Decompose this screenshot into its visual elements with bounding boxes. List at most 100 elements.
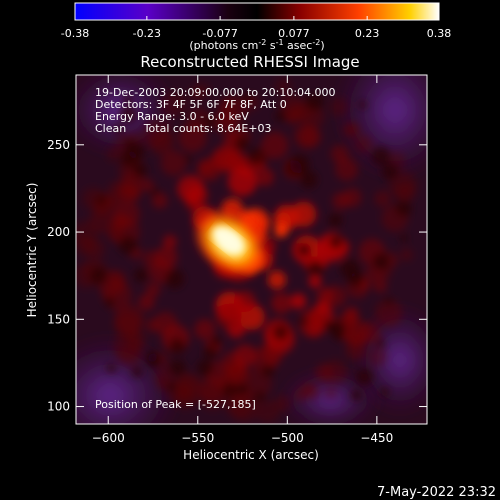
x-tick-label: −450 <box>360 431 393 445</box>
emission-hole <box>127 142 146 160</box>
emission-hole <box>196 359 214 377</box>
emission-hole <box>323 320 335 331</box>
emission-hole <box>372 252 391 271</box>
emission-blob <box>160 150 187 176</box>
emission-blob <box>227 166 258 196</box>
emission-blob <box>299 103 325 130</box>
emission-hole <box>118 235 138 255</box>
annotation-energy-range: Energy Range: 3.0 - 6.0 keV <box>95 110 249 123</box>
annotation-detectors: Detectors: 3F 4F 5F 6F 7F 8F, Att 0 <box>95 98 287 111</box>
emission-blob <box>267 270 286 289</box>
colorbar-tick-label: -0.077 <box>202 27 237 40</box>
emission-blob <box>274 223 289 238</box>
emission-blob <box>332 192 350 210</box>
emission-blob <box>106 147 122 162</box>
emission-hole <box>333 331 344 341</box>
emission-hole <box>305 92 324 111</box>
emission-hole <box>184 154 193 163</box>
emission-blob <box>316 287 334 305</box>
emission-hole <box>274 110 287 122</box>
colorbar-ticks <box>74 16 440 20</box>
emission-blob <box>354 134 373 153</box>
plot-title: Reconstructed RHESSI Image <box>140 53 359 71</box>
emission-blob <box>152 192 168 209</box>
emission-blob <box>234 344 257 367</box>
emission-hole <box>169 359 186 377</box>
emission-hole <box>347 271 365 288</box>
emission-blob <box>372 278 388 293</box>
emission-hole <box>381 163 399 180</box>
emission-blob <box>138 293 155 311</box>
emission-blob <box>160 91 187 118</box>
emission-hole <box>113 123 125 135</box>
emission-blob <box>374 299 403 327</box>
emission-blob <box>194 319 215 340</box>
emission-hole <box>241 92 252 103</box>
emission-hole <box>384 297 393 306</box>
emission-blob <box>273 394 291 412</box>
emission-blob <box>293 123 318 148</box>
annotation-peak-position: Position of Peak = [-527,185] <box>95 398 256 411</box>
emission-hole <box>122 94 133 105</box>
emission-hole <box>203 114 217 128</box>
emission-blob <box>290 293 307 309</box>
emission-blob <box>146 282 161 297</box>
y-tick-label: 100 <box>47 400 70 414</box>
emission-blob <box>117 342 142 367</box>
emission-blob <box>261 342 284 365</box>
emission-hole <box>358 100 367 109</box>
emission-blob <box>255 400 280 424</box>
y-axis-label: Heliocentric Y (arcsec) <box>25 183 39 318</box>
emission-hole <box>150 187 160 197</box>
emission-hole <box>296 242 311 258</box>
emission-blob <box>290 201 317 227</box>
annotation-time-range: 19-Dec-2003 20:09:00.000 to 20:10:04.000 <box>95 86 336 99</box>
emission-blob <box>222 100 236 115</box>
colorbar-tick-label: 0.23 <box>355 27 380 40</box>
y-tick-label: 150 <box>47 312 70 326</box>
emission-blob <box>374 190 391 207</box>
emission-hole <box>89 266 108 285</box>
emission-blob <box>234 290 256 313</box>
x-axis-label: Heliocentric X (arcsec) <box>183 448 319 462</box>
colorbar-tick-labels: -0.38 -0.23 -0.077 0.077 0.23 0.38 <box>61 27 451 40</box>
x-tick-label: −550 <box>181 431 214 445</box>
emission-blob <box>279 94 303 118</box>
emission-blob <box>389 171 417 200</box>
emission-hole <box>298 316 308 327</box>
emission-blob <box>214 111 237 135</box>
emission-blob <box>141 179 154 192</box>
emission-hole <box>355 368 373 386</box>
x-tick-label: −600 <box>92 431 125 445</box>
emission-blob <box>324 386 338 399</box>
emission-hole <box>254 390 266 403</box>
emission-blob <box>329 97 349 117</box>
emission-blob <box>163 234 177 249</box>
purple-region-top-right <box>335 75 427 180</box>
emission-blob <box>108 181 126 199</box>
emission-hole <box>300 170 318 189</box>
emission-hole <box>210 335 222 347</box>
emission-hole <box>133 163 148 178</box>
colorbar: -0.38 -0.23 -0.077 0.077 0.23 0.38 (photons c… <box>61 2 451 52</box>
emission-blob <box>335 157 359 181</box>
emission-blob <box>271 292 292 314</box>
emission-hole <box>119 105 138 124</box>
emission-hole <box>234 135 250 151</box>
emission-blob <box>198 158 222 182</box>
emission-blob <box>367 347 387 367</box>
emission-blob <box>230 152 247 169</box>
colorbar-tick-label: -0.38 <box>61 27 89 40</box>
emission-blob <box>330 144 349 163</box>
emission-hole <box>104 296 116 308</box>
emission-blob <box>186 107 212 132</box>
emission-hole <box>376 338 385 348</box>
colorbar-tick-label: 0.38 <box>427 27 452 40</box>
emission-hole <box>106 363 117 373</box>
emission-blob <box>215 303 242 330</box>
emission-hole <box>146 353 161 368</box>
emission-hole <box>328 235 343 250</box>
emission-hole <box>134 268 149 283</box>
x-tick-label: −500 <box>271 431 304 445</box>
